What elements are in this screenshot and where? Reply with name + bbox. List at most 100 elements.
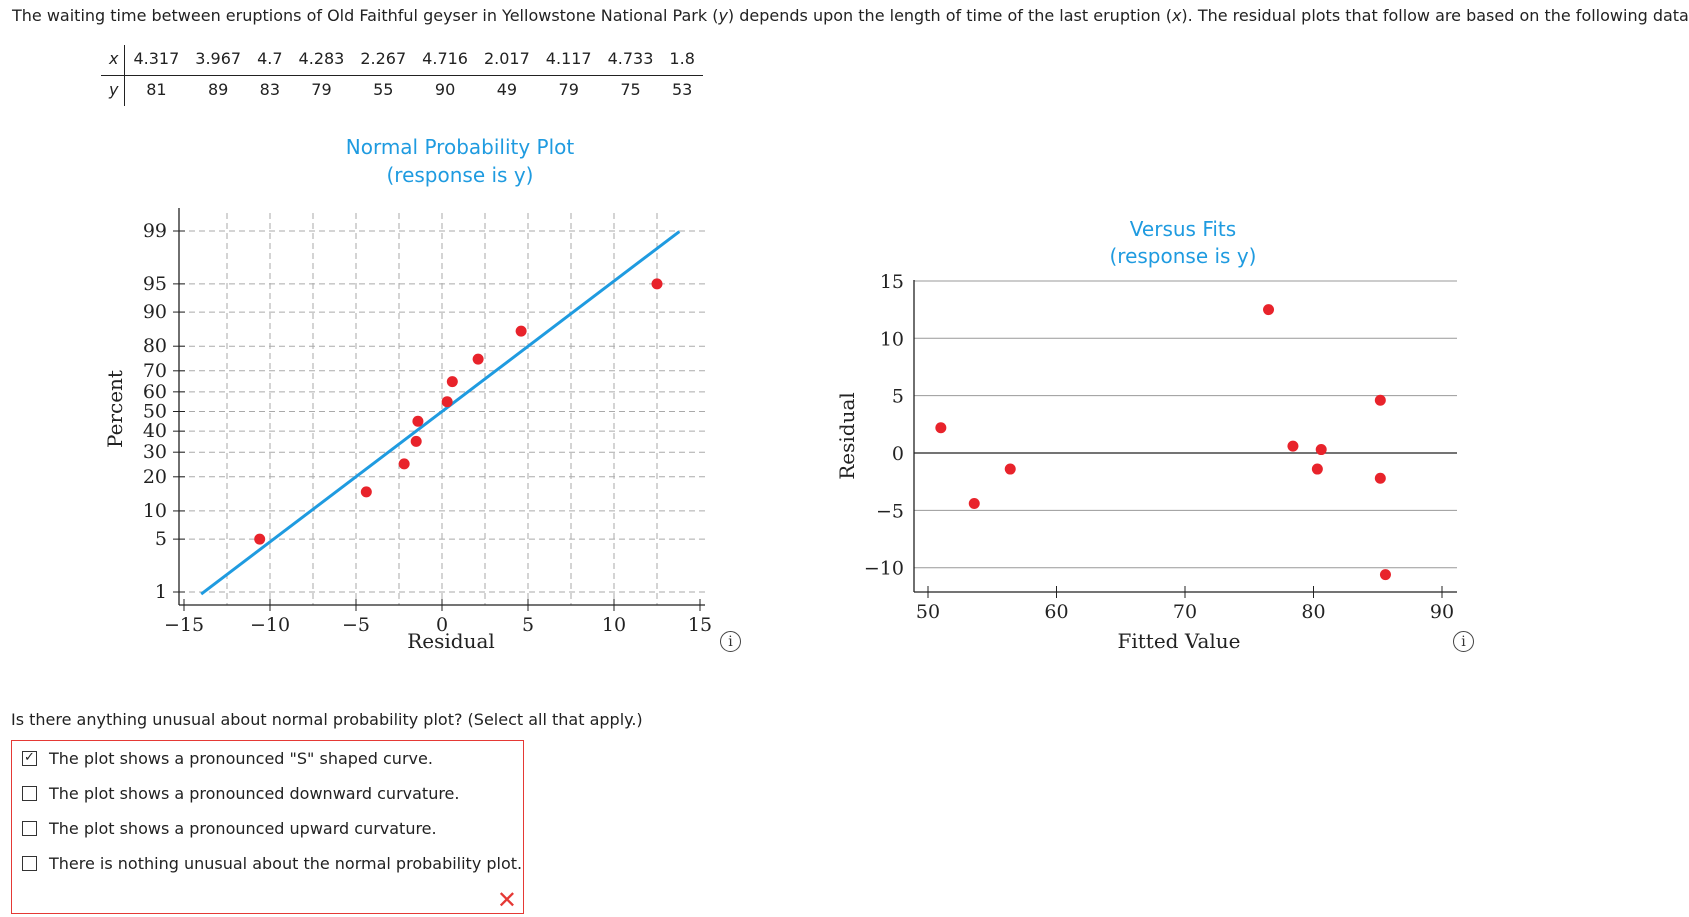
npp-point: [398, 458, 410, 470]
npp-y-tick-label: 40: [143, 420, 167, 442]
option-downward-curvature[interactable]: The plot shows a pronounced downward cur…: [22, 784, 459, 803]
npp-y-tick-label: 60: [143, 381, 167, 403]
data-cell-x: 3.967: [187, 45, 250, 76]
npp-point: [446, 376, 458, 388]
data-cell-x: 2.017: [475, 45, 538, 76]
vf-point: [1004, 463, 1016, 475]
npp-point: [441, 396, 453, 408]
npp-y-tick-label: 95: [143, 273, 167, 295]
vf-title: Versus Fits: [1130, 217, 1236, 241]
npp-y-tick-label: 30: [143, 441, 167, 463]
vf-point: [1374, 394, 1386, 406]
npp-subtitle: (response is y): [387, 163, 534, 187]
data-cell-y: 81: [146, 80, 167, 99]
question-text: Is there anything unusual about normal p…: [11, 710, 643, 729]
data-row-x-label: x: [101, 45, 126, 76]
data-cell-x: 2.267: [352, 45, 415, 76]
npp-y-tick-label: 1: [155, 581, 167, 603]
npp-point: [254, 533, 266, 545]
npp-x-tick-label: 15: [688, 614, 712, 636]
vf-y-tick-label: 10: [880, 328, 904, 350]
npp-point: [651, 278, 663, 290]
vf-x-tick-label: 70: [1173, 601, 1197, 623]
npp-x-tick-label: 5: [522, 614, 534, 636]
vf-y-label: Residual: [835, 392, 859, 480]
option-s-curve[interactable]: ✓ The plot shows a pronounced "S" shaped…: [22, 749, 433, 768]
data-row-y-label: y: [101, 75, 126, 106]
vf-y-tick-label: 15: [880, 271, 904, 293]
data-cell-x: 4.733: [599, 45, 662, 76]
option-upward-curvature-label: The plot shows a pronounced upward curva…: [49, 819, 437, 838]
npp-point: [515, 325, 527, 337]
vf-y-tick-label: −10: [864, 558, 904, 580]
data-cell-y: 55: [373, 80, 394, 99]
data-cell-y: 90: [434, 80, 456, 99]
vf-x-label: Fitted Value: [1118, 629, 1241, 653]
vf-point: [1287, 440, 1299, 452]
vf-subtitle: (response is y): [1110, 244, 1257, 268]
info-icon-versus-fits[interactable]: i: [1453, 631, 1474, 652]
checkbox-s-curve[interactable]: ✓: [22, 751, 37, 766]
data-cell-y: 79: [311, 80, 332, 99]
vf-point: [1374, 472, 1386, 484]
data-cell-x: 4.283: [290, 45, 353, 76]
npp-y-tick-label: 10: [143, 500, 167, 522]
npp-y-tick-label: 90: [143, 301, 167, 323]
npp-point: [360, 486, 372, 498]
vf-point: [1311, 463, 1323, 475]
vf-x-tick-label: 50: [916, 601, 940, 623]
vf-point: [1379, 569, 1391, 581]
data-cell-y: 49: [496, 80, 518, 99]
data-cell-x: 4.7: [249, 45, 291, 76]
npp-y-label: Percent: [103, 370, 127, 448]
vf-point: [968, 497, 980, 509]
vf-y-tick-label: 0: [892, 443, 904, 465]
data-cell-x: 4.716: [414, 45, 476, 76]
option-upward-curvature[interactable]: The plot shows a pronounced upward curva…: [22, 819, 437, 838]
vf-point: [1315, 444, 1327, 456]
data-cell-y: 89: [208, 80, 229, 99]
versus-fits-plot: Versus Fits (response is y) −10 −5 0 5 10 15 50 6…: [835, 217, 1457, 653]
npp-y-tick-label: 20: [143, 466, 167, 488]
npp-point: [472, 353, 484, 365]
vf-y-tick-label: 5: [892, 386, 904, 408]
npp-point: [412, 415, 424, 427]
info-icon-normal-plot[interactable]: i: [720, 631, 741, 652]
option-downward-curvature-label: The plot shows a pronounced downward cur…: [49, 784, 460, 803]
data-cell-y: 53: [671, 80, 693, 99]
vf-x-tick-label: 60: [1044, 601, 1068, 623]
option-nothing-unusual[interactable]: There is nothing unusual about the norma…: [22, 854, 522, 873]
npp-title: Normal Probability Plot: [346, 135, 575, 159]
data-cell-x: 1.8: [661, 45, 703, 76]
vf-x-tick-label: 80: [1301, 601, 1325, 623]
npp-y-tick-label: 80: [143, 335, 167, 357]
checkbox-upward-curvature[interactable]: [22, 821, 37, 836]
option-s-curve-label: The plot shows a pronounced "S" shaped c…: [49, 749, 433, 768]
npp-point: [410, 435, 422, 447]
npp-x-tick-label: 10: [602, 614, 626, 636]
checkbox-nothing-unusual[interactable]: [22, 856, 37, 871]
data-table: x 4.317 3.967 4.7 4.283 2.267 4.716 2.017 4.117…: [101, 45, 703, 106]
npp-y-tick-label: 70: [143, 360, 167, 382]
npp-x-tick-label: 0: [436, 614, 448, 636]
npp-x-label: Residual: [407, 629, 495, 653]
npp-x-tick-label: −5: [342, 614, 370, 636]
checkbox-downward-curvature[interactable]: [22, 786, 37, 801]
vf-x-tick-label: 90: [1430, 601, 1454, 623]
answer-box: ✓ The plot shows a pronounced "S" shaped…: [11, 740, 524, 914]
data-row-y: y 81 89 83 79 55 90 49 79 75 53: [101, 75, 703, 106]
data-cell-y: 83: [259, 80, 280, 99]
npp-y-tick-label: 99: [143, 220, 167, 242]
data-cell-x: 4.117: [537, 45, 600, 76]
npp-x-tick-label: −10: [250, 614, 290, 636]
data-row-x: x 4.317 3.967 4.7 4.283 2.267 4.716 2.017 4.117…: [101, 45, 703, 76]
intro-text: The waiting time between eruptions of Ol…: [12, 6, 1689, 25]
npp-y-tick-label: 5: [155, 528, 167, 550]
vf-y-tick-label: −5: [876, 500, 904, 522]
data-cell-y: 79: [558, 80, 579, 99]
option-nothing-unusual-label: There is nothing unusual about the norma…: [49, 854, 523, 873]
npp-y-tick-label: 50: [143, 401, 167, 423]
vf-point: [935, 422, 947, 434]
data-cell-x: 4.317: [124, 45, 188, 76]
vf-point: [1263, 304, 1275, 316]
